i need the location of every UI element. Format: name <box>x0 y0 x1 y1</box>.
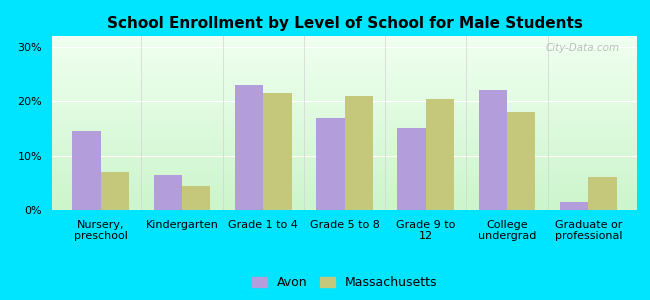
Bar <box>426 98 454 210</box>
Text: City-Data.com: City-Data.com <box>545 43 619 53</box>
Legend: Avon, Massachusetts: Avon, Massachusetts <box>247 271 442 294</box>
Bar <box>478 90 507 210</box>
Bar <box>182 185 211 210</box>
Bar <box>101 172 129 210</box>
Bar <box>153 175 182 210</box>
Bar <box>588 177 617 210</box>
Bar <box>397 128 426 210</box>
Title: School Enrollment by Level of School for Male Students: School Enrollment by Level of School for… <box>107 16 582 31</box>
Bar <box>507 112 536 210</box>
Bar <box>344 96 373 210</box>
Bar <box>72 131 101 210</box>
Bar <box>235 85 263 210</box>
Bar <box>263 93 292 210</box>
Bar <box>560 202 588 210</box>
Bar <box>316 118 344 210</box>
